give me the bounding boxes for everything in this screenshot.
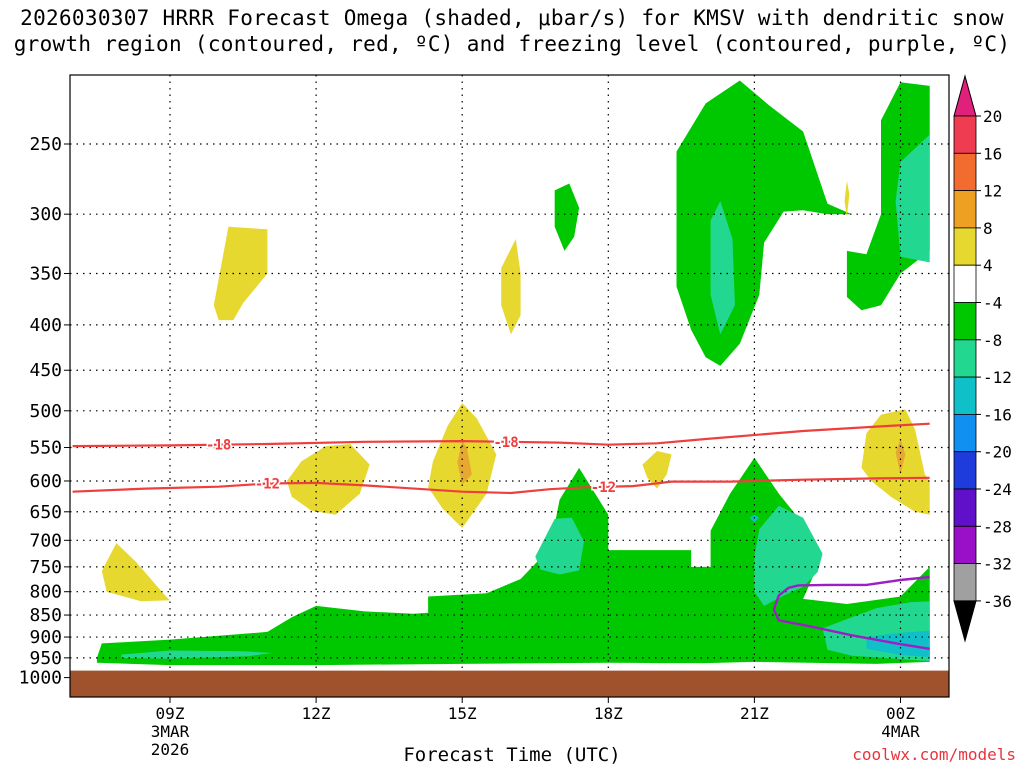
colorbar-swatch--12 xyxy=(953,376,977,415)
y-tick-label-750: 750 xyxy=(29,557,62,578)
omega-region-teal-mid-17Z xyxy=(535,517,584,575)
colorbar-label-8: 8 xyxy=(983,219,993,238)
x-tick-label-09Z-1: 09Z xyxy=(156,704,185,723)
omega-region-teal-upper-right xyxy=(895,134,930,263)
omega-region-teal-upper-21Z xyxy=(710,201,735,335)
site-credit[interactable]: coolwx.com/models xyxy=(852,745,1016,764)
omega-region-yellow-23Z-high xyxy=(844,180,850,217)
omega-region-yellow-16Z-high xyxy=(501,239,521,335)
y-tick-label-550: 550 xyxy=(29,437,62,458)
colorbar-swatch--28 xyxy=(953,525,977,564)
y-tick-label-350: 350 xyxy=(29,264,62,285)
omega-region-yellow-10Z-high xyxy=(213,226,268,321)
colorbar-swatch--8 xyxy=(953,339,977,378)
dgz-isotherm--12 xyxy=(72,476,930,495)
colorbar-label--36: -36 xyxy=(983,592,1012,611)
colorbar-label--28: -28 xyxy=(983,517,1012,536)
colorbar-label-16: 16 xyxy=(983,144,1002,163)
colorbar-top-arrow xyxy=(953,74,977,117)
omega-region-yellow-09Z-low xyxy=(101,543,170,602)
colorbar-swatch--16 xyxy=(953,413,977,453)
y-tick-label-1000: 1000 xyxy=(19,668,62,689)
colorbar-swatch--20 xyxy=(953,451,977,490)
x-tick-label-09Z-2: 3MAR xyxy=(151,722,190,741)
y-tick-label-850: 850 xyxy=(29,605,62,626)
chart-title-line2: growth region (contoured, red, ºC) and f… xyxy=(13,32,1011,56)
colorbar-swatch-20 xyxy=(953,115,977,154)
y-tick-label-900: 900 xyxy=(29,627,62,648)
y-tick-label-450: 450 xyxy=(29,360,62,381)
colorbar-swatch--4 xyxy=(953,302,977,341)
x-axis-label: Forecast Time (UTC) xyxy=(403,744,621,766)
ground-surface-band xyxy=(70,670,949,697)
colorbar-label-12: 12 xyxy=(983,182,1002,201)
colorbar-swatch--32 xyxy=(953,563,977,602)
colorbar-swatch-16 xyxy=(953,152,977,192)
y-tick-label-650: 650 xyxy=(29,502,62,523)
omega-region-yellow-19Z-small xyxy=(642,451,672,489)
colorbar-label--32: -32 xyxy=(983,555,1012,574)
y-tick-label-400: 400 xyxy=(29,315,62,336)
x-tick-label-09Z-3: 2026 xyxy=(151,740,190,759)
omega-region-orange-15Z xyxy=(457,440,472,485)
omega-region-green-lower-envelope xyxy=(96,457,930,666)
dgz-contour-label-0-1: -18 xyxy=(493,435,518,451)
colorbar-label--12: -12 xyxy=(983,368,1012,387)
omega-region-yellow-00Z-mid xyxy=(861,409,930,515)
x-tick-label-00Z-1: 00Z xyxy=(886,704,915,723)
y-tick-label-700: 700 xyxy=(29,530,62,551)
colorbar-label--4: -4 xyxy=(983,294,1002,313)
y-tick-label-500: 500 xyxy=(29,401,62,422)
x-tick-label-15Z-1: 15Z xyxy=(448,704,477,723)
dgz-isotherm--18 xyxy=(72,422,930,448)
y-tick-label-800: 800 xyxy=(29,582,62,603)
omega-region-yellow-12Z-mid xyxy=(286,444,370,515)
dgz-contour-label-1-0: -12 xyxy=(255,477,280,493)
colorbar-label--20: -20 xyxy=(983,443,1012,462)
colorbar-swatch-8 xyxy=(953,227,977,266)
y-tick-label-600: 600 xyxy=(29,471,62,492)
colorbar-label--8: -8 xyxy=(983,331,1002,350)
chart-title-line1: 2026030307 HRRR Forecast Omega (shaded, … xyxy=(20,6,1004,30)
omega-region-teal-lower-left xyxy=(121,650,273,659)
dgz-contour-label-1-1: -12 xyxy=(591,480,616,496)
y-tick-label-950: 950 xyxy=(29,648,62,669)
colorbar-bottom-arrow xyxy=(953,600,977,643)
colorbar-label--16: -16 xyxy=(983,405,1012,424)
y-tick-label-300: 300 xyxy=(29,204,62,225)
colorbar-swatch--24 xyxy=(953,488,977,527)
x-tick-label-12Z-1: 12Z xyxy=(302,704,331,723)
y-tick-label-250: 250 xyxy=(29,134,62,155)
freezing-level-contour xyxy=(772,575,930,650)
omega-region-teal-mid-21Z xyxy=(754,505,823,606)
omega-region-green-upper-21Z xyxy=(676,80,852,366)
dgz-contour-label-0-0: -18 xyxy=(206,438,231,454)
colorbar-label-20: 20 xyxy=(983,107,1002,126)
colorbar-label--24: -24 xyxy=(983,480,1012,499)
x-tick-label-18Z-1: 18Z xyxy=(594,704,623,723)
omega-region-green-small-17Z xyxy=(554,183,580,251)
colorbar-swatch-4 xyxy=(953,264,977,303)
x-tick-label-00Z-2: 4MAR xyxy=(881,722,920,741)
colorbar-swatch-12 xyxy=(953,190,977,229)
plot-frame xyxy=(69,74,950,698)
colorbar-label-4: 4 xyxy=(983,256,993,275)
x-tick-label-21Z-1: 21Z xyxy=(740,704,769,723)
